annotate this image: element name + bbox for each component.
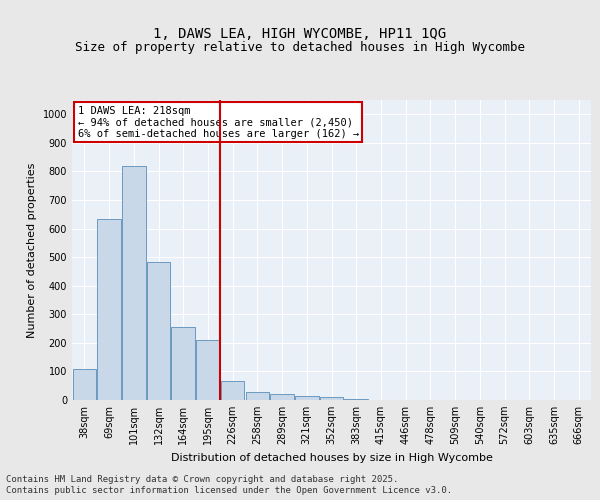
Bar bbox=[122, 166, 146, 400]
Bar bbox=[295, 396, 319, 400]
Bar bbox=[245, 392, 269, 400]
Bar bbox=[172, 327, 195, 400]
Bar bbox=[196, 340, 220, 400]
Bar bbox=[320, 398, 343, 400]
X-axis label: Distribution of detached houses by size in High Wycombe: Distribution of detached houses by size … bbox=[170, 452, 493, 462]
Bar bbox=[271, 394, 294, 400]
Text: 1 DAWS LEA: 218sqm
← 94% of detached houses are smaller (2,450)
6% of semi-detac: 1 DAWS LEA: 218sqm ← 94% of detached hou… bbox=[77, 106, 359, 139]
Bar bbox=[147, 262, 170, 400]
Text: Contains HM Land Registry data © Crown copyright and database right 2025.: Contains HM Land Registry data © Crown c… bbox=[6, 474, 398, 484]
Bar bbox=[73, 368, 96, 400]
Bar bbox=[221, 382, 244, 400]
Bar bbox=[97, 218, 121, 400]
Text: Size of property relative to detached houses in High Wycombe: Size of property relative to detached ho… bbox=[75, 41, 525, 54]
Text: 1, DAWS LEA, HIGH WYCOMBE, HP11 1QG: 1, DAWS LEA, HIGH WYCOMBE, HP11 1QG bbox=[154, 28, 446, 42]
Bar bbox=[344, 398, 368, 400]
Text: Contains public sector information licensed under the Open Government Licence v3: Contains public sector information licen… bbox=[6, 486, 452, 495]
Y-axis label: Number of detached properties: Number of detached properties bbox=[27, 162, 37, 338]
